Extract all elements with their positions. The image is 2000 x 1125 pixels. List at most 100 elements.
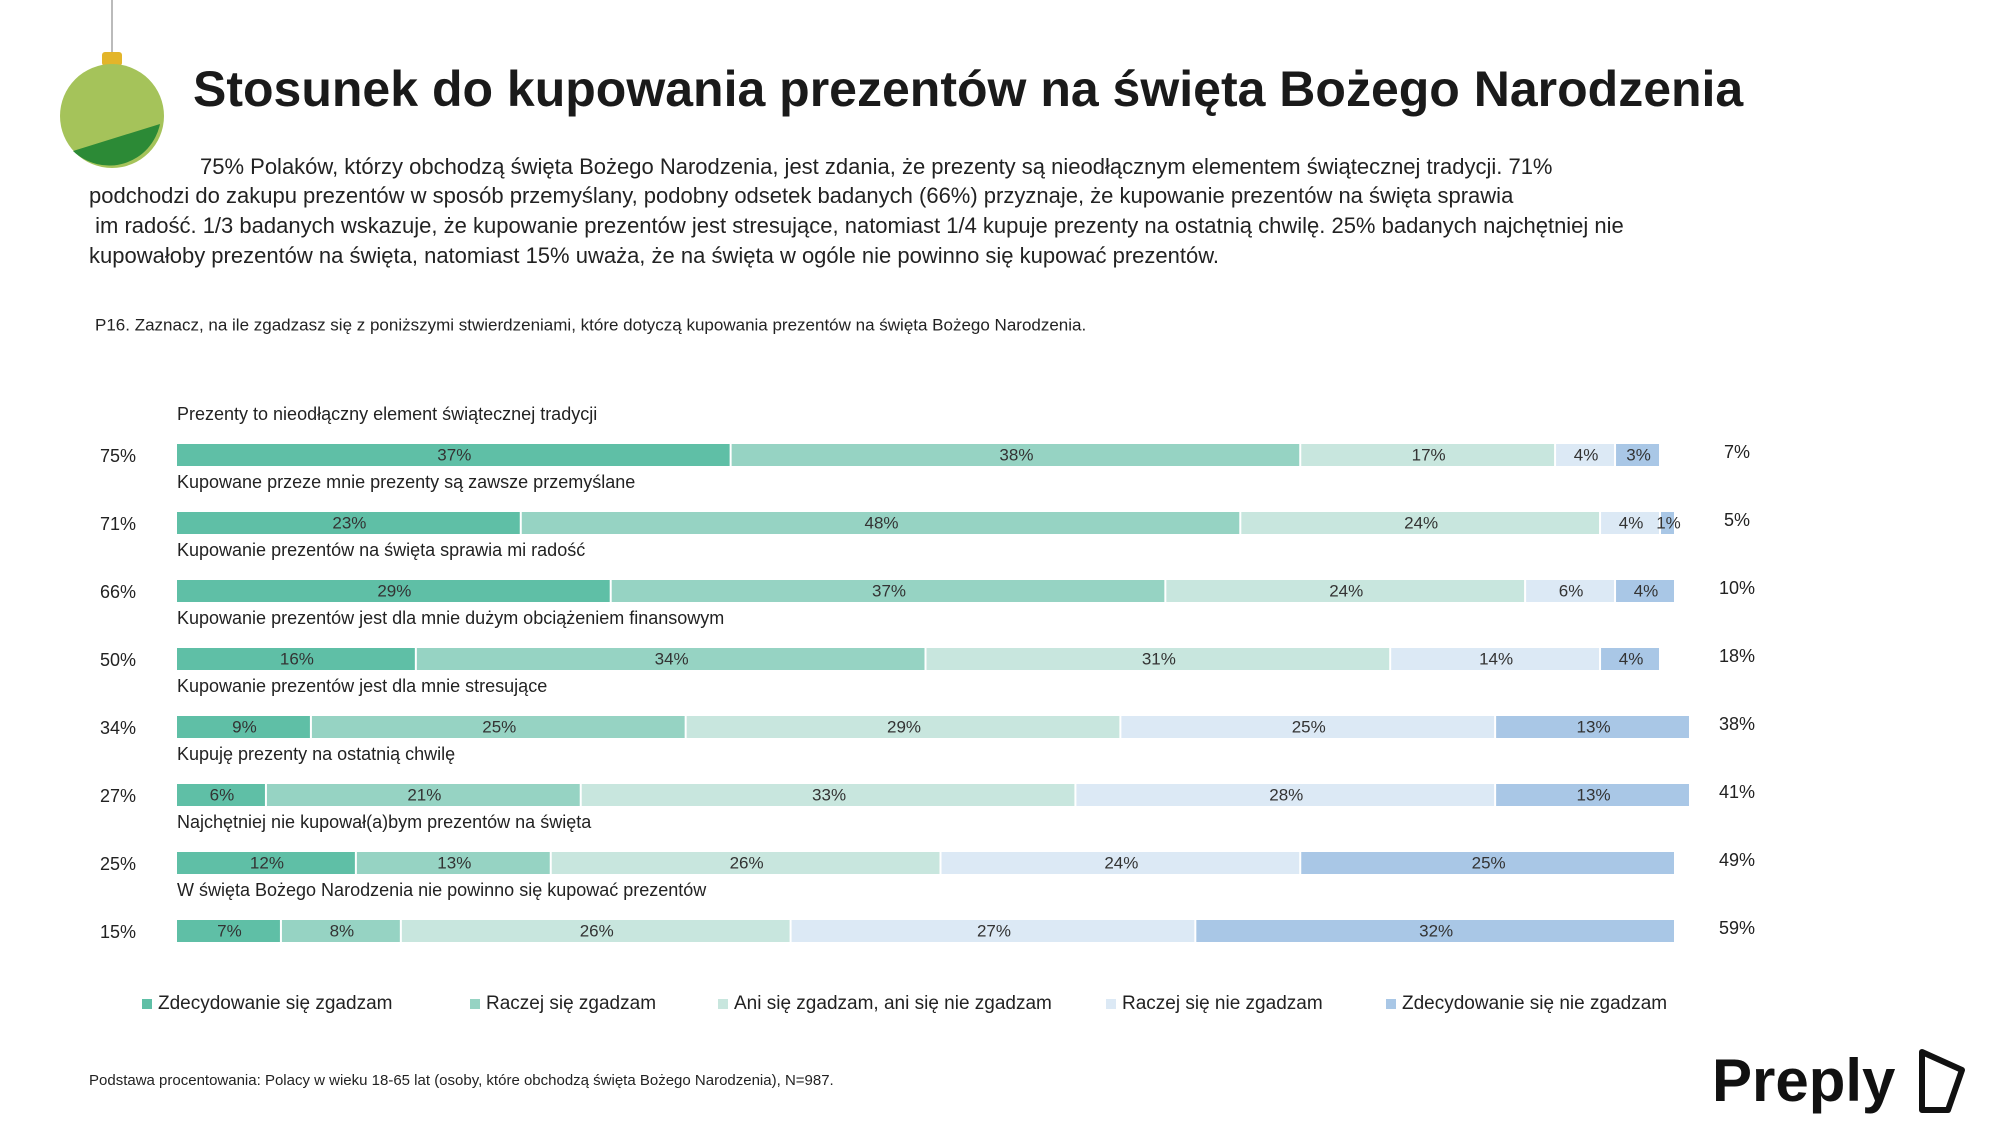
agree-total: 15% [100, 922, 136, 942]
segment-label: 34% [655, 649, 689, 668]
segment-label: 4% [1634, 581, 1659, 600]
row-label: Kupowanie prezentów jest dla mnie dużym … [177, 608, 724, 628]
bar-segment [1391, 648, 1600, 670]
bar-segment [1196, 920, 1674, 942]
segment-label: 12% [250, 853, 284, 872]
segment-label: 48% [865, 513, 899, 532]
bar-segment [611, 580, 1165, 602]
bar-segment [551, 852, 940, 874]
bar-segment [177, 716, 310, 738]
bar-segment [581, 784, 1075, 806]
bar-segment [1661, 512, 1674, 534]
segment-label: 28% [1269, 785, 1303, 804]
bar-segment [1076, 784, 1495, 806]
segment-label: 1% [1656, 513, 1681, 532]
bar-segment [1121, 716, 1495, 738]
bar-segment [177, 852, 355, 874]
agree-total: 71% [100, 514, 136, 534]
logo-text: Preply [1712, 1047, 1896, 1114]
segment-label: 24% [1404, 513, 1438, 532]
description-line: im radość. 1/3 badanych wskazuje, że kup… [89, 213, 1624, 238]
segment-label: 29% [887, 717, 921, 736]
segment-label: 9% [232, 717, 257, 736]
bar-segment [521, 512, 1240, 534]
row-label: Kupowanie prezentów na święta sprawia mi… [177, 540, 585, 560]
bar-segment [941, 852, 1300, 874]
row-label: Kupowane przeze mnie prezenty są zawsze … [177, 472, 635, 492]
disagree-total: 7% [1724, 442, 1750, 462]
bar-segment [177, 512, 520, 534]
disagree-total: 18% [1719, 646, 1755, 666]
description-line: podchodzi do zakupu prezentów w sposób p… [89, 183, 1514, 208]
agree-total: 50% [100, 650, 136, 670]
bar-segment [1601, 648, 1660, 670]
legend-label: Ani się zgadzam, ani się nie zgadzam [734, 993, 1052, 1014]
segment-label: 32% [1419, 921, 1453, 940]
bar-segment [926, 648, 1390, 670]
segment-label: 33% [812, 785, 846, 804]
disagree-total: 41% [1719, 782, 1755, 802]
segment-label: 31% [1142, 649, 1176, 668]
disagree-total: 38% [1719, 714, 1755, 734]
row-label: W święta Bożego Narodzenia nie powinno s… [177, 880, 707, 900]
agree-total: 27% [100, 786, 136, 806]
segment-label: 24% [1104, 853, 1138, 872]
footnote: Podstawa procentowania: Polacy w wieku 1… [89, 1072, 834, 1089]
segment-label: 17% [1412, 445, 1446, 464]
row-label: Najchętniej nie kupował(a)bym prezentów … [177, 812, 592, 832]
bar-segment [356, 852, 550, 874]
bar-segment [1601, 512, 1660, 534]
agree-total: 34% [100, 718, 136, 738]
bar-segment [177, 580, 610, 602]
ornament [60, 0, 164, 168]
row-label: Kupowanie prezentów jest dla mnie stresu… [177, 676, 547, 696]
segment-label: 24% [1329, 581, 1363, 600]
segment-label: 16% [280, 649, 314, 668]
segment-label: 13% [437, 853, 471, 872]
segment-label: 38% [999, 445, 1033, 464]
segment-label: 4% [1619, 513, 1644, 532]
bar-segment [281, 920, 400, 942]
legend-label: Zdecydowanie się nie zgadzam [1402, 993, 1667, 1014]
description-line: 75% Polaków, którzy obchodzą święta Boże… [200, 154, 1552, 179]
segment-label: 25% [1292, 717, 1326, 736]
agree-total: 75% [100, 446, 136, 466]
bar-segment [1526, 580, 1615, 602]
bar-segment [1496, 784, 1689, 806]
legend-swatch [718, 999, 728, 1009]
segment-label: 4% [1574, 445, 1599, 464]
disagree-total: 5% [1724, 510, 1750, 530]
segment-label: 13% [1577, 785, 1611, 804]
bar-segment [401, 920, 790, 942]
disagree-total: 10% [1719, 578, 1755, 598]
segment-label: 26% [730, 853, 764, 872]
legend-label: Raczej się nie zgadzam [1122, 993, 1323, 1014]
segment-label: 37% [872, 581, 906, 600]
segment-label: 27% [977, 921, 1011, 940]
legend-label: Raczej się zgadzam [486, 993, 656, 1014]
question: P16. Zaznacz, na ile zgadzasz się z poni… [95, 315, 1086, 334]
logo: Preply [1712, 1047, 1965, 1114]
segment-label: 4% [1619, 649, 1644, 668]
bar-segment [311, 716, 685, 738]
bar-segment [1241, 512, 1600, 534]
segment-label: 6% [210, 785, 235, 804]
disagree-total: 59% [1719, 918, 1755, 938]
legend-swatch [1386, 999, 1396, 1009]
legend-swatch [142, 999, 152, 1009]
bar-segment [177, 444, 730, 466]
segment-label: 37% [437, 445, 471, 464]
legend-swatch [1106, 999, 1116, 1009]
bar-segment [791, 920, 1195, 942]
chart-title: Stosunek do kupowania prezentów na święt… [193, 61, 1744, 117]
segment-label: 3% [1626, 445, 1651, 464]
segment-label: 25% [482, 717, 516, 736]
description-line: kupowałoby prezentów na święta, natomias… [89, 243, 1219, 268]
agree-total: 25% [100, 854, 136, 874]
segment-label: 8% [330, 921, 355, 940]
segment-label: 29% [377, 581, 411, 600]
segment-label: 25% [1472, 853, 1506, 872]
segment-label: 7% [217, 921, 242, 940]
bar-segment [1556, 444, 1615, 466]
